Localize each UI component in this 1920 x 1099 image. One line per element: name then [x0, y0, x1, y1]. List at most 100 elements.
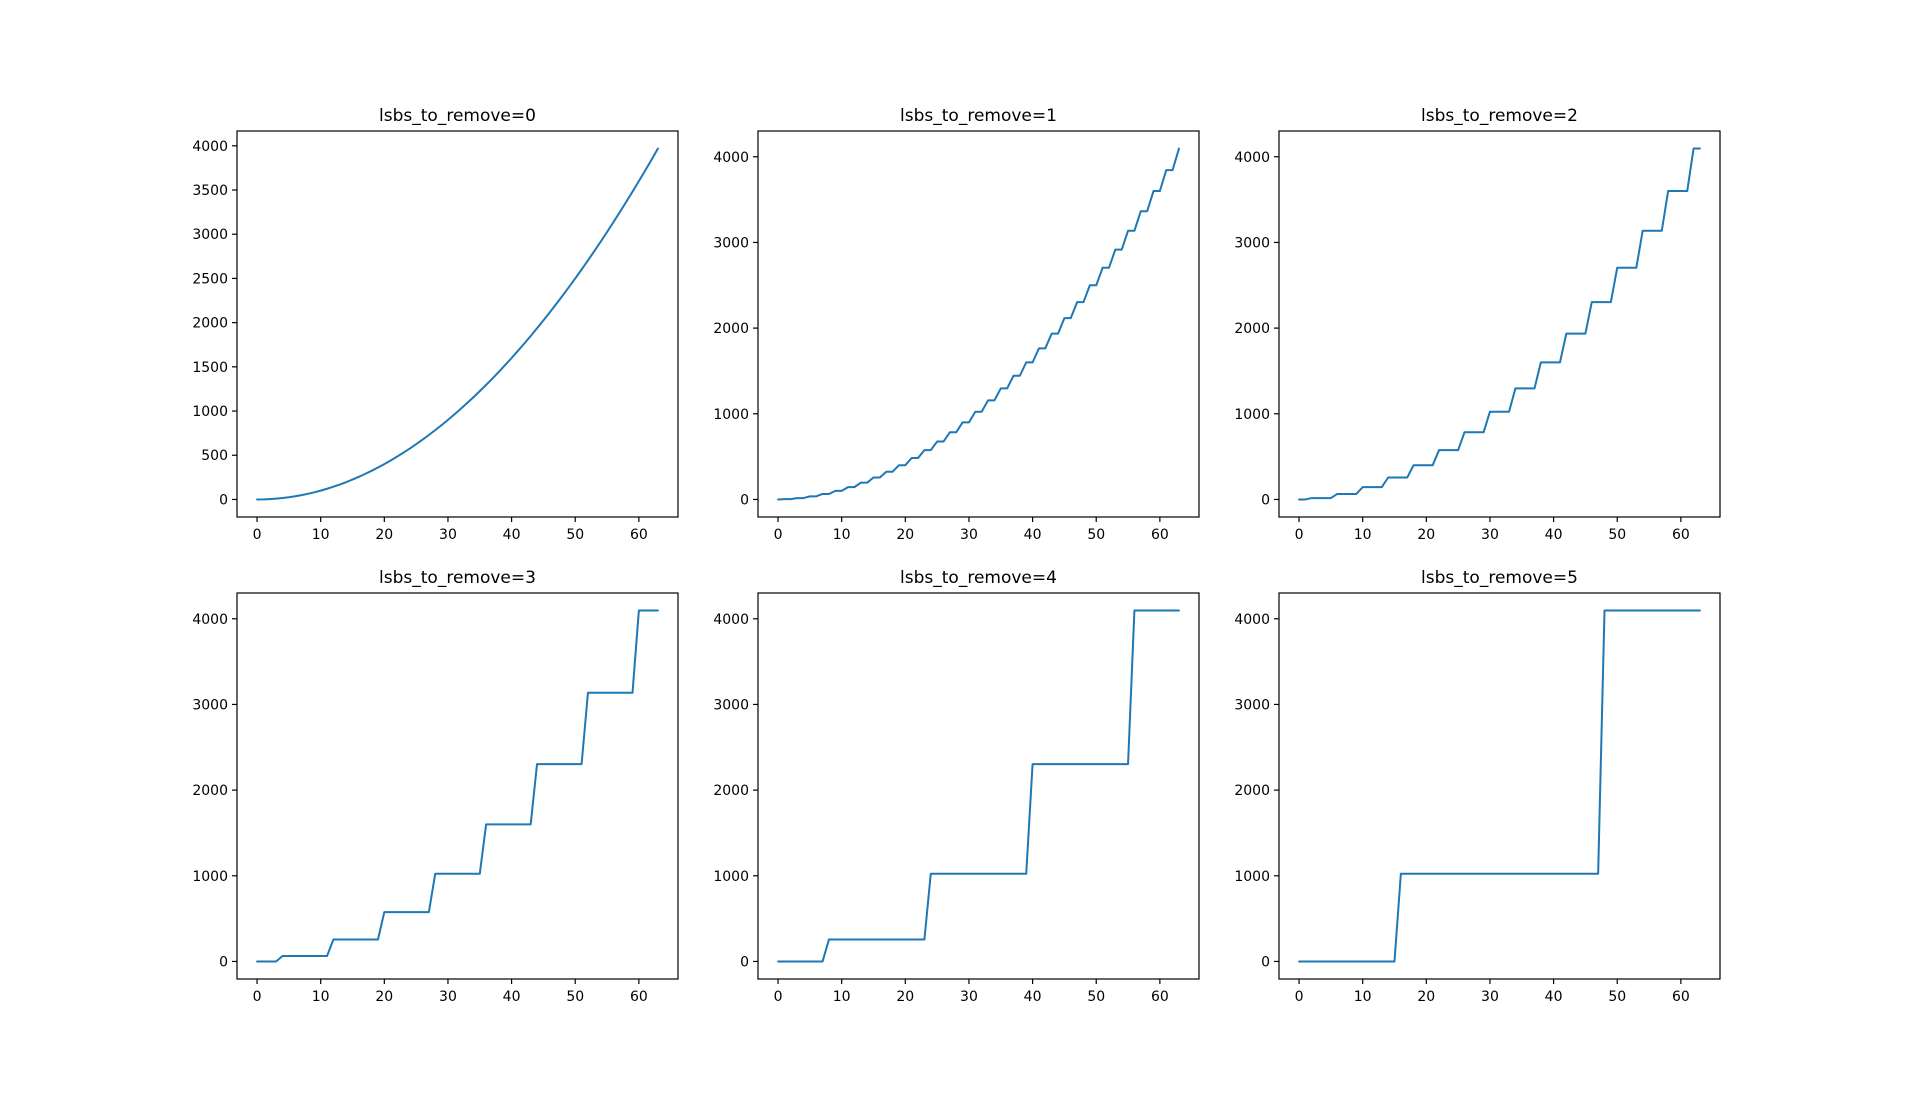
line-series [1298, 147, 1701, 501]
x-tick-label: 40 [503, 989, 521, 1005]
x-tick-label: 20 [375, 527, 393, 543]
x-tick-label: 60 [1672, 989, 1690, 1005]
x-tick-label: 40 [1024, 527, 1042, 543]
y-tick-label: 3000 [192, 227, 228, 243]
y-tick-label: 3000 [1234, 235, 1270, 251]
x-tick-label: 10 [312, 989, 330, 1005]
x-tick-label: 30 [960, 527, 978, 543]
line-series [777, 609, 1180, 963]
y-tick-label: 0 [1261, 492, 1270, 508]
y-tick-label: 1000 [1234, 407, 1270, 423]
x-tick-label: 20 [896, 989, 914, 1005]
x-tick-label: 30 [439, 527, 457, 543]
y-tick-label: 1000 [192, 404, 228, 420]
subplot-title: lsbs_to_remove=3 [379, 568, 536, 588]
y-tick-label: 4000 [192, 612, 228, 628]
y-tick-label: 4000 [713, 150, 749, 166]
y-tick-label: 1500 [192, 360, 228, 376]
y-tick-label: 4000 [1234, 612, 1270, 628]
y-tick-label: 2000 [1234, 783, 1270, 799]
subplot-title: lsbs_to_remove=4 [900, 568, 1057, 588]
x-tick-label: 60 [630, 527, 648, 543]
y-tick-label: 4000 [192, 139, 228, 155]
x-tick-label: 0 [253, 989, 262, 1005]
line-series [256, 609, 659, 963]
y-tick-label: 2000 [1234, 321, 1270, 337]
y-tick-label: 0 [219, 954, 228, 970]
x-tick-label: 50 [1087, 989, 1105, 1005]
y-tick-label: 1000 [1234, 869, 1270, 885]
x-tick-label: 10 [833, 989, 851, 1005]
subplot-lsbs_to_remove=0: lsbs_to_remove=0 0 10 20 30 40 50 60 0 500 1000 150… [192, 106, 679, 543]
x-tick-label: 60 [1672, 527, 1690, 543]
x-tick-label: 20 [1417, 989, 1435, 1005]
subplot-lsbs_to_remove=1: lsbs_to_remove=1 0 10 20 30 40 50 60 0 1000 2000 30… [713, 106, 1200, 543]
subplot-lsbs_to_remove=5: lsbs_to_remove=5 0 10 20 30 40 50 60 0 1000 2000 30… [1234, 568, 1721, 1005]
y-tick-label: 0 [219, 492, 228, 508]
y-tick-label: 4000 [1234, 150, 1270, 166]
x-tick-label: 40 [1024, 989, 1042, 1005]
x-tick-label: 50 [1608, 989, 1626, 1005]
subplot-title: lsbs_to_remove=2 [1421, 106, 1578, 126]
subplot-lsbs_to_remove=3: lsbs_to_remove=3 0 10 20 30 40 50 60 0 1000 2000 30… [192, 568, 679, 1005]
y-tick-label: 3000 [1234, 697, 1270, 713]
y-tick-label: 1000 [713, 869, 749, 885]
y-tick-label: 2000 [713, 783, 749, 799]
line-series [777, 147, 1180, 501]
x-tick-label: 20 [896, 527, 914, 543]
y-tick-label: 0 [1261, 954, 1270, 970]
line-series [1298, 609, 1701, 963]
subplot-title: lsbs_to_remove=5 [1421, 568, 1578, 588]
x-tick-label: 50 [1087, 527, 1105, 543]
y-tick-label: 0 [740, 492, 749, 508]
axes-frame [236, 592, 679, 980]
x-tick-label: 30 [960, 989, 978, 1005]
y-tick-label: 0 [740, 954, 749, 970]
y-tick-label: 3000 [713, 697, 749, 713]
x-tick-label: 60 [1151, 989, 1169, 1005]
x-tick-label: 30 [1481, 527, 1499, 543]
y-tick-label: 4000 [713, 612, 749, 628]
x-tick-label: 40 [1545, 989, 1563, 1005]
x-tick-label: 10 [312, 527, 330, 543]
x-tick-label: 0 [774, 989, 783, 1005]
subplot-lsbs_to_remove=4: lsbs_to_remove=4 0 10 20 30 40 50 60 0 1000 2000 30… [713, 568, 1200, 1005]
y-tick-label: 1000 [713, 407, 749, 423]
y-tick-label: 2000 [192, 316, 228, 332]
x-tick-label: 40 [503, 527, 521, 543]
x-tick-label: 10 [1354, 989, 1372, 1005]
subplot-title: lsbs_to_remove=1 [900, 106, 1057, 126]
subplot-title: lsbs_to_remove=0 [379, 106, 536, 126]
axes-frame [1278, 130, 1721, 518]
y-tick-label: 500 [201, 448, 228, 464]
y-tick-label: 3500 [192, 183, 228, 199]
x-tick-label: 50 [1608, 527, 1626, 543]
x-tick-label: 60 [630, 989, 648, 1005]
x-tick-label: 30 [439, 989, 457, 1005]
x-tick-label: 10 [1354, 527, 1372, 543]
x-tick-label: 50 [566, 989, 584, 1005]
x-tick-label: 60 [1151, 527, 1169, 543]
subplot-lsbs_to_remove=2: lsbs_to_remove=2 0 10 20 30 40 50 60 0 1000 2000 30… [1234, 106, 1721, 543]
axes-frame [757, 130, 1200, 518]
axes-frame [757, 592, 1200, 980]
x-tick-label: 40 [1545, 527, 1563, 543]
y-tick-label: 1000 [192, 869, 228, 885]
x-tick-label: 20 [375, 989, 393, 1005]
y-tick-label: 2500 [192, 271, 228, 287]
line-series [256, 147, 659, 501]
x-tick-label: 0 [774, 527, 783, 543]
x-tick-label: 20 [1417, 527, 1435, 543]
y-tick-label: 2000 [192, 783, 228, 799]
x-tick-label: 10 [833, 527, 851, 543]
x-tick-label: 50 [566, 527, 584, 543]
y-tick-label: 3000 [713, 235, 749, 251]
x-tick-label: 0 [1295, 989, 1304, 1005]
x-tick-label: 0 [1295, 527, 1304, 543]
x-tick-label: 0 [253, 527, 262, 543]
y-tick-label: 3000 [192, 697, 228, 713]
axes-frame [1278, 592, 1721, 980]
x-tick-label: 30 [1481, 989, 1499, 1005]
